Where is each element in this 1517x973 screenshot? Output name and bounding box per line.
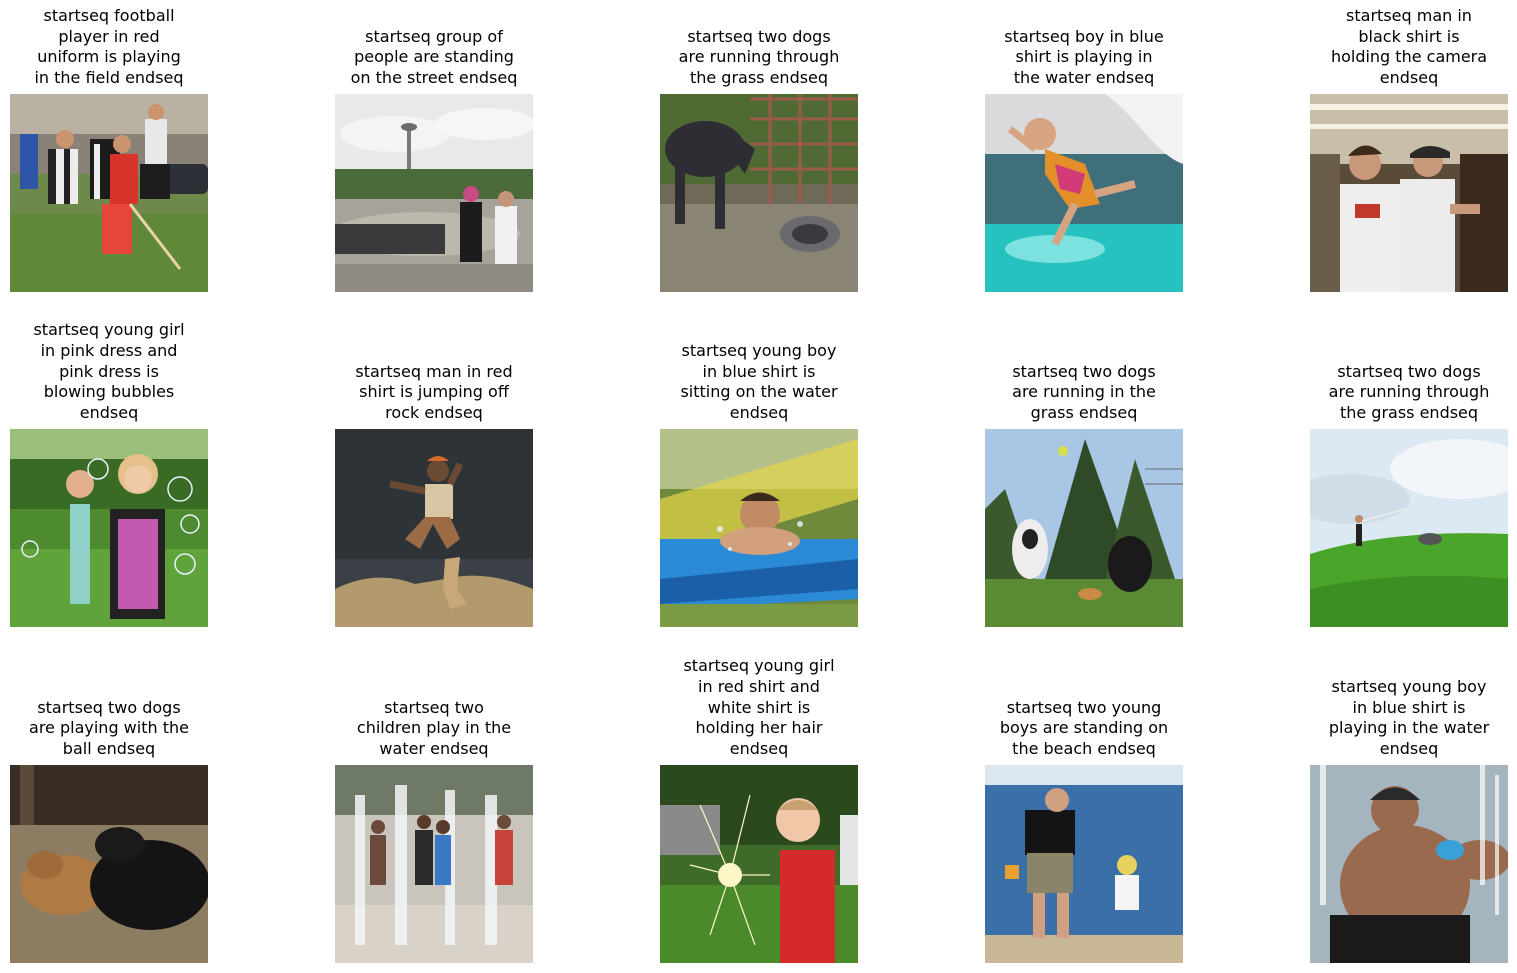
image-caption: startseq two children play in the water … <box>356 697 512 759</box>
grid-cell: startseq two children play in the water … <box>335 640 533 963</box>
grid-cell: startseq young girl in red shirt and whi… <box>660 640 858 963</box>
girls-blowing-bubbles-photo <box>10 429 208 627</box>
football-players-photo <box>10 94 208 292</box>
grid-cell: startseq man in red shirt is jumping off… <box>335 300 533 627</box>
person-and-dog-on-hill-photo <box>1310 429 1508 627</box>
grid-cell: startseq boy in blue shirt is playing in… <box>985 0 1183 292</box>
boys-in-store-photo <box>1310 94 1508 292</box>
image-caption: startseq two dogs are running through th… <box>678 26 840 88</box>
image-caption: startseq young boy in blue shirt is play… <box>1328 676 1490 759</box>
image-caption: startseq two dogs are running in the gra… <box>1012 361 1156 423</box>
grid-cell: startseq young boy in blue shirt is sitt… <box>660 300 858 627</box>
image-caption: startseq two dogs are playing with the b… <box>29 697 189 759</box>
children-in-fountain-photo <box>335 765 533 963</box>
grid-cell: startseq two dogs are running through th… <box>660 0 858 292</box>
grid-cell: startseq young girl in pink dress and pi… <box>10 300 208 627</box>
grid-cell: startseq young boy in blue shirt is play… <box>1310 640 1508 963</box>
dogs-playing-on-bed-photo <box>10 765 208 963</box>
grid-cell: startseq two young boys are standing on … <box>985 640 1183 963</box>
boy-with-sparkler-photo <box>660 765 858 963</box>
grid-cell: startseq man in black shirt is holding t… <box>1310 0 1508 292</box>
image-caption: startseq two young boys are standing on … <box>999 697 1169 759</box>
image-caption: startseq young girl in pink dress and pi… <box>33 320 185 423</box>
image-caption: startseq two dogs are running through th… <box>1328 361 1490 423</box>
girl-jumping-into-pool-photo <box>985 94 1183 292</box>
image-caption: startseq football player in red uniform … <box>34 5 184 88</box>
crowd-near-tower-photo <box>335 94 533 292</box>
grid-cell: startseq two dogs are running in the gra… <box>985 300 1183 627</box>
man-jumping-rock-photo <box>335 429 533 627</box>
image-caption: startseq boy in blue shirt is playing in… <box>1004 26 1164 88</box>
dogs-under-trees-photo <box>985 429 1183 627</box>
image-caption: startseq man in red shirt is jumping off… <box>355 361 513 423</box>
man-and-child-on-beach-photo <box>985 765 1183 963</box>
image-caption: startseq young boy in blue shirt is sitt… <box>680 340 838 423</box>
boy-on-water-slide-photo <box>660 429 858 627</box>
grid-cell: startseq football player in red uniform … <box>10 0 208 292</box>
horse-and-dog-photo <box>660 94 858 292</box>
image-caption: startseq group of people are standing on… <box>350 26 518 88</box>
boy-in-water-spray-photo <box>1310 765 1508 963</box>
image-caption: startseq young girl in red shirt and whi… <box>683 656 835 759</box>
image-caption: startseq man in black shirt is holding t… <box>1330 5 1488 88</box>
grid-cell: startseq two dogs are running through th… <box>1310 300 1508 627</box>
grid-cell: startseq two dogs are playing with the b… <box>10 640 208 963</box>
grid-cell: startseq group of people are standing on… <box>335 0 533 292</box>
